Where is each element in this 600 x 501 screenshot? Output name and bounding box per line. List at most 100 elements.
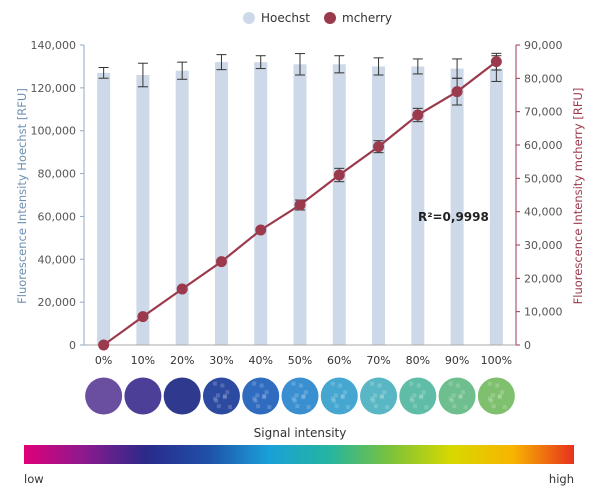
mcherry-point	[294, 199, 306, 211]
well-speckle	[264, 390, 269, 395]
hoechst-bar	[332, 64, 346, 346]
x-axis-tick-label: 100%	[481, 354, 512, 367]
fluorescence-well-icon	[242, 377, 280, 415]
hoechst-bar	[214, 62, 228, 346]
well-speckle	[343, 390, 348, 395]
well-speckle	[410, 398, 415, 403]
well-speckle	[370, 381, 375, 386]
well-speckle	[256, 404, 261, 409]
left-axis-tick-label: 120,000	[31, 82, 77, 95]
well-speckle	[490, 393, 495, 398]
well-speckle	[497, 395, 502, 400]
well-speckle	[340, 394, 345, 398]
well-speckle	[502, 405, 507, 410]
mcherry-point	[412, 109, 424, 121]
well-speckle	[487, 396, 492, 401]
mcherry-series	[98, 52, 502, 351]
well-speckle	[385, 405, 390, 410]
well-speckle	[294, 393, 299, 398]
well-speckle	[370, 396, 375, 401]
well-speckle	[301, 395, 306, 400]
well-speckle	[487, 381, 492, 386]
mcherry-point	[255, 224, 267, 236]
x-axis-tick-label: 70%	[366, 354, 390, 367]
well-speckle	[222, 395, 227, 400]
well-speckle	[216, 393, 221, 398]
right-axis-tick-label: 70,000	[524, 106, 563, 119]
x-axis-tick-label: 0%	[95, 354, 112, 367]
left-axis-title: Fluorescence Intensity Hoechst [RFU]	[15, 88, 29, 304]
well-speckle	[371, 398, 376, 403]
well-speckle	[222, 394, 227, 398]
well-texture	[252, 381, 272, 410]
well-speckle	[228, 405, 233, 410]
well-speckle	[409, 396, 414, 401]
mcherry-point	[137, 311, 149, 323]
well-speckle	[379, 395, 384, 400]
well-speckle	[380, 394, 385, 398]
x-axis-tick-label: 80%	[406, 354, 430, 367]
well-speckle	[330, 396, 335, 401]
well-speckle	[303, 390, 308, 395]
x-axis-tick-label: 90%	[445, 354, 469, 367]
well-texture	[487, 381, 507, 410]
well-speckle	[452, 404, 457, 409]
mcherry-point	[333, 169, 345, 181]
right-axis-title: Fluorescence Intensity mcherry [RFU]	[571, 88, 585, 305]
left-axis-tick-label: 140,000	[31, 39, 77, 52]
right-axis-tick-label: 0	[524, 339, 531, 352]
signal-intensity-title: Signal intensity	[254, 426, 347, 440]
legend-label-hoechst: Hoechst	[261, 11, 310, 25]
well-speckle	[213, 396, 218, 401]
fluorescence-well-icon	[477, 377, 515, 415]
well-speckle	[451, 393, 456, 398]
well-speckle	[259, 383, 264, 388]
hoechst-bar	[254, 62, 268, 346]
left-axis-tick-label: 60,000	[38, 210, 77, 223]
wells-row	[85, 377, 515, 415]
well-speckle	[295, 404, 300, 409]
fluorescence-well-icon	[85, 377, 123, 415]
well-speckle	[463, 405, 468, 410]
x-axis-tick-label: 30%	[209, 354, 233, 367]
hoechst-bars	[97, 62, 503, 346]
well-speckle	[255, 393, 260, 398]
fluorescence-well-icon	[281, 377, 319, 415]
well-speckle	[340, 395, 345, 400]
well-speckle	[424, 405, 429, 410]
well-speckle	[338, 383, 343, 388]
right-axis-tick-label: 80,000	[524, 72, 563, 85]
legend-marker-mcherry	[324, 12, 336, 24]
well-speckle	[458, 395, 463, 400]
fluorescence-well-icon	[163, 377, 201, 415]
fluorescence-well-icon	[438, 377, 476, 415]
axes: 0 20,000 40,000 60,000 80,000 100,000 120,000 1…	[31, 39, 563, 367]
well-speckle	[298, 383, 303, 388]
right-axis-tick-label: 90,000	[524, 39, 563, 52]
fluorescence-well-icon	[320, 377, 358, 415]
x-axis-tick-label: 10%	[131, 354, 155, 367]
x-axis-tick-label: 50%	[288, 354, 312, 367]
fluorescence-well-icon	[399, 377, 437, 415]
well-speckle	[214, 398, 219, 403]
well-speckle	[449, 398, 454, 403]
hoechst-bar	[136, 75, 150, 345]
left-axis-tick-label: 40,000	[38, 253, 77, 266]
left-axis-tick-label: 0	[69, 339, 76, 352]
well-speckle	[458, 394, 463, 398]
right-axis-tick-label: 50,000	[524, 172, 563, 185]
legend-label-mcherry: mcherry	[342, 11, 392, 25]
well-speckle	[489, 398, 494, 403]
well-speckle	[262, 394, 267, 398]
well-speckle	[334, 404, 339, 409]
r-squared-annotation: R²=0,9998	[418, 210, 489, 224]
scale-low-label: low	[24, 472, 44, 486]
hoechst-bar	[450, 68, 464, 346]
left-axis-tick-label: 80,000	[38, 168, 77, 181]
well-texture	[409, 381, 429, 410]
well-speckle	[413, 404, 418, 409]
well-speckle	[253, 398, 258, 403]
well-speckle	[500, 390, 505, 395]
well-speckle	[301, 394, 306, 398]
